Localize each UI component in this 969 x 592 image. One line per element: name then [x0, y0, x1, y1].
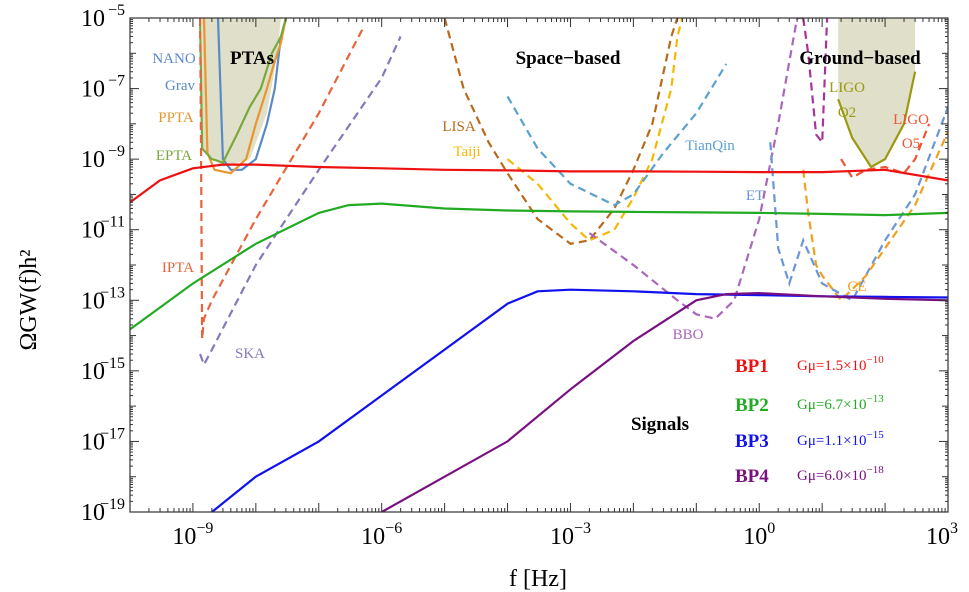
legend-value-bp2: Gμ=6.7×10−13 — [797, 393, 884, 413]
y-tick-label: 10 −5 — [81, 2, 125, 32]
legend-name-bp1: BP1 — [735, 356, 769, 377]
curve-label-grav: Grav — [165, 78, 195, 94]
sensitivity-curve-lisa — [443, 18, 679, 245]
sensitivity-fill-regions — [202, 18, 916, 167]
x-tick-label: 100 — [743, 520, 775, 550]
y-tick-label: 10−19 — [81, 496, 125, 526]
sensitivity-curve-ligo-o2 — [837, 71, 917, 169]
curve-label-et: ET — [746, 188, 764, 204]
region-label-space-based: Space−based — [516, 48, 621, 69]
sensitivity-curve-tianqin — [506, 63, 728, 207]
legend-value-bp1: Gμ=1.5×10−10 — [797, 354, 884, 374]
sensitivity-curve-unnamed-13 — [802, 18, 829, 146]
y-tick-label: 10−11 — [81, 214, 125, 244]
region-label-ground-based: Ground−based — [799, 48, 921, 69]
x-tick-label: 10−9 — [172, 520, 213, 550]
curve-label-bbo: BBO — [673, 327, 704, 343]
curve-label-ce: CE — [847, 279, 866, 295]
axis-ticks: 10−9 10−6 10−3 100 103 10−5 10−7 10 −9 10−11 10−13… — [81, 2, 958, 550]
curve-label-ligo: LIGO — [893, 112, 929, 128]
curve-label-ipta: IPTA — [162, 260, 194, 276]
curve-label-tianqin: TianQin — [685, 138, 735, 154]
x-axis-label: f [Hz] — [509, 566, 567, 592]
legend-name-bp4: BP4 — [735, 466, 769, 487]
curve-label-epta: EPTA — [156, 148, 192, 164]
legend-value-bp4: Gμ=6.0×10−18 — [797, 464, 884, 484]
x-tick-label: 103 — [926, 520, 958, 550]
curve-label-lisa: LISA — [442, 119, 476, 135]
x-tick-label: 10−6 — [361, 520, 402, 550]
y-tick-label: 10 −7 — [81, 73, 125, 103]
curve-label-nano: NANO — [152, 51, 195, 67]
sensitivity-curve-et — [769, 106, 948, 302]
x-tick-label: 10−3 — [550, 520, 591, 550]
series-line-bp1 — [130, 163, 948, 204]
curve-label-o5: O5 — [902, 136, 920, 152]
ligo-o2-fill-region — [838, 18, 916, 167]
sensitivity-curve-ipta — [199, 18, 364, 340]
pta-fill-region — [202, 18, 281, 167]
region-label-signals: Signals — [631, 414, 689, 435]
curve-label-taiji: Taiji — [453, 144, 480, 160]
legend-name-bp3: BP3 — [735, 431, 769, 452]
y-axis-label: ΩGW(f)h² — [16, 250, 42, 351]
sensitivity-curve-ska — [199, 36, 402, 368]
sensitivity-curve-ppta — [202, 18, 287, 175]
region-label-ptas: PTAs — [230, 48, 274, 69]
series-layer — [130, 18, 948, 512]
series-line-bp2 — [130, 202, 948, 331]
sensitivity-curve-bbo — [588, 18, 804, 320]
y-tick-label: 10−13 — [81, 284, 125, 314]
legend-value-bp3: Gμ=1.1×10−15 — [797, 429, 884, 449]
sensitivity-curve-taiji — [506, 18, 684, 242]
curve-label-ska: SKA — [235, 346, 265, 362]
curve-labels: NANO Grav PPTA EPTA IPTA SKA LISA Taiji TianQin B… — [152, 51, 929, 362]
sensitivity-curve-epta — [199, 18, 287, 164]
series-line-bp4 — [381, 291, 948, 512]
y-tick-label: 10 −9 — [81, 143, 125, 173]
y-tick-label: 10−15 — [81, 355, 125, 385]
curve-label-o2: O2 — [838, 105, 856, 121]
legend-name-bp2: BP2 — [735, 395, 769, 416]
sensitivity-curve-ligo-o5 — [840, 123, 931, 180]
curve-label-ligo: LIGO — [829, 80, 865, 96]
curve-label-ppta: PPTA — [158, 110, 194, 126]
legend: BP1 Gμ=1.5×10−10 BP2 Gμ=6.7×10−13 BP3 Gμ=1.1×… — [735, 354, 884, 487]
y-tick-label: 10−17 — [81, 425, 125, 455]
